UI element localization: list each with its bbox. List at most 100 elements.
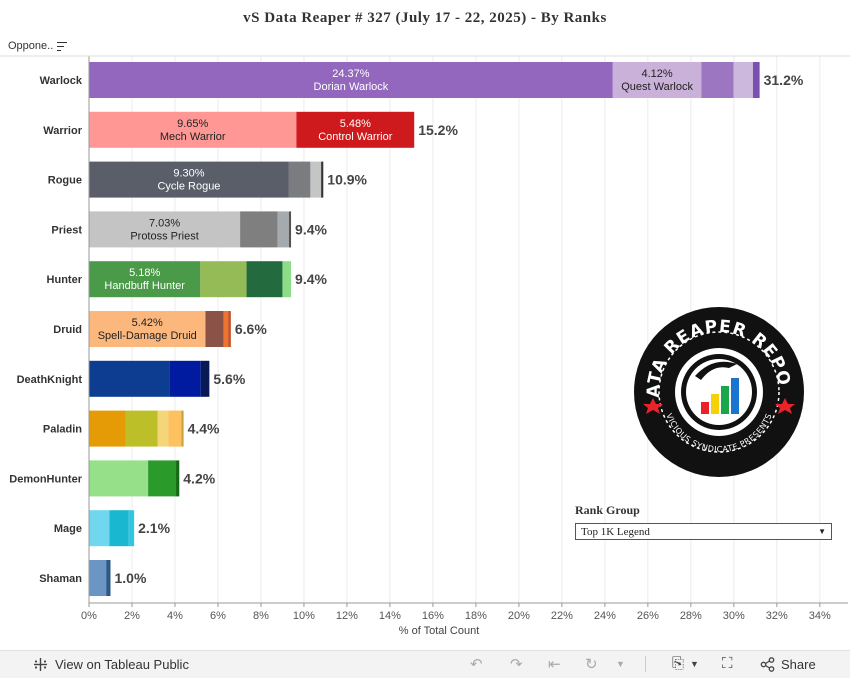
x-tick-label: 20% (508, 610, 530, 622)
bar-segment[interactable] (169, 360, 201, 397)
bar-segment[interactable] (310, 161, 322, 198)
bar-segment[interactable] (106, 560, 111, 596)
refresh-icon[interactable]: ↻ (585, 656, 598, 673)
view-on-tableau-link[interactable]: View on Tableau Public (33, 657, 189, 672)
bar-total-label: 9.4% (295, 221, 327, 237)
share-icon (760, 657, 775, 672)
view-on-tableau-label: View on Tableau Public (55, 657, 189, 672)
category-label: Shaman (39, 573, 82, 585)
bar-segment[interactable] (89, 360, 170, 397)
bar-segment[interactable] (288, 211, 292, 248)
bar-segment[interactable] (89, 460, 149, 497)
segment-name-label: Mech Warrior (160, 131, 226, 143)
rank-group-selected: Top 1K Legend (581, 525, 650, 538)
bar-segment[interactable] (246, 261, 283, 298)
rank-group-title: Rank Group (575, 503, 640, 517)
category-label: Hunter (47, 274, 83, 286)
segment-pct-label: 9.65% (177, 118, 208, 130)
bar-segment[interactable] (176, 460, 180, 497)
share-label: Share (781, 657, 816, 672)
bar-segment[interactable] (282, 261, 292, 298)
category-label: DeathKnight (17, 374, 83, 386)
bar-segment[interactable] (89, 510, 110, 547)
bar-segment[interactable] (168, 410, 182, 447)
x-tick-label: 24% (594, 610, 616, 622)
segment-name-label: Spell-Damage Druid (98, 330, 197, 342)
segment-name-label: Control Warrior (318, 131, 392, 143)
segment-pct-label: 24.37% (332, 68, 370, 80)
x-tick-label: 6% (210, 610, 226, 622)
x-tick-label: 12% (336, 610, 358, 622)
download-dropdown-icon[interactable]: ▼ (690, 659, 699, 669)
bar-segment[interactable] (89, 560, 107, 596)
bar-segment[interactable] (612, 62, 702, 98)
share-button[interactable]: Share (760, 657, 816, 672)
bar-segment[interactable] (89, 410, 126, 447)
segment-pct-label: 4.12% (641, 68, 672, 80)
bar-segment[interactable] (228, 311, 231, 347)
bar-segment[interactable] (89, 62, 613, 98)
bar-total-label: 2.1% (138, 520, 170, 536)
bar-segment[interactable] (752, 62, 760, 98)
x-tick-label: 28% (680, 610, 702, 622)
bar-segment[interactable] (288, 161, 311, 198)
rank-group-filter: Rank Group Top 1K Legend ▼ (575, 503, 832, 540)
segment-pct-label: 7.03% (149, 217, 180, 229)
sort-header-label: Oppone.. (8, 40, 54, 52)
x-tick-label: 26% (637, 610, 659, 622)
bar-segment[interactable] (89, 111, 297, 148)
bar-segment[interactable] (733, 62, 753, 98)
x-tick-label: 10% (293, 610, 315, 622)
segment-name-label: Dorian Warlock (314, 81, 389, 93)
bar-total-label: 15.2% (418, 122, 458, 138)
bar-segment[interactable] (89, 261, 201, 298)
sort-header[interactable]: Oppone.. (8, 40, 68, 52)
axis-layer: 0% 2% 4% 6% 8% 10% 12% 14% 16% 18% 20% 22% 24% 26% 28%… (0, 55, 850, 637)
bar-segment[interactable] (181, 410, 184, 447)
category-label: Paladin (43, 424, 82, 436)
x-tick-label: 8% (253, 610, 269, 622)
bar-segment[interactable] (128, 510, 135, 547)
x-axis-label: % of Total Count (399, 625, 480, 637)
bar-segment[interactable] (277, 211, 289, 248)
revert-icon[interactable]: ⇤ (548, 656, 561, 673)
stacked-bar-chart: 24.37%Dorian Warlock 4.12%Quest Warlock 31… (0, 55, 850, 637)
bar-segment[interactable] (125, 410, 158, 447)
bar-segment[interactable] (200, 360, 210, 397)
bar-segment[interactable] (148, 460, 177, 497)
segment-name-label: Protoss Priest (130, 230, 198, 242)
segment-pct-label: 9.30% (173, 168, 204, 180)
x-tick-label: 32% (766, 610, 788, 622)
x-tick-label: 34% (809, 610, 831, 622)
bar-segment[interactable] (109, 510, 129, 547)
category-label: Priest (51, 224, 82, 236)
bar-segment[interactable] (321, 161, 324, 198)
bar-segment[interactable] (240, 211, 278, 248)
bar-segment[interactable] (701, 62, 734, 98)
bar-segment[interactable] (157, 410, 169, 447)
bar-segment[interactable] (223, 311, 229, 347)
segment-pct-label: 5.18% (129, 267, 160, 279)
bar-segment[interactable] (296, 111, 415, 148)
tableau-icon (34, 658, 47, 671)
download-icon[interactable]: ⎘ (672, 655, 685, 672)
bar-segment[interactable] (205, 311, 224, 347)
fullscreen-icon[interactable]: ⛶ (722, 655, 733, 672)
x-tick-label: 22% (551, 610, 573, 622)
redo-icon[interactable]: ↷ (510, 656, 523, 673)
refresh-dropdown-icon[interactable]: ▼ (616, 659, 625, 669)
chevron-down-icon[interactable]: ▼ (818, 527, 826, 536)
bar-segment[interactable] (89, 161, 289, 198)
bar-total-label: 10.9% (327, 172, 367, 188)
rank-group-dropdown[interactable]: Top 1K Legend ▼ (575, 523, 832, 540)
undo-icon[interactable]: ↶ (470, 656, 483, 673)
bar-segment[interactable] (89, 211, 241, 248)
segment-pct-label: 5.42% (132, 317, 163, 329)
sort-icon[interactable] (57, 41, 68, 51)
bar-segment[interactable] (200, 261, 247, 298)
bar-total-label: 5.6% (213, 371, 245, 387)
bar-segment[interactable] (89, 311, 206, 347)
x-tick-label: 4% (167, 610, 183, 622)
bar-total-label: 9.4% (295, 271, 327, 287)
bar-total-label: 4.4% (188, 421, 220, 437)
